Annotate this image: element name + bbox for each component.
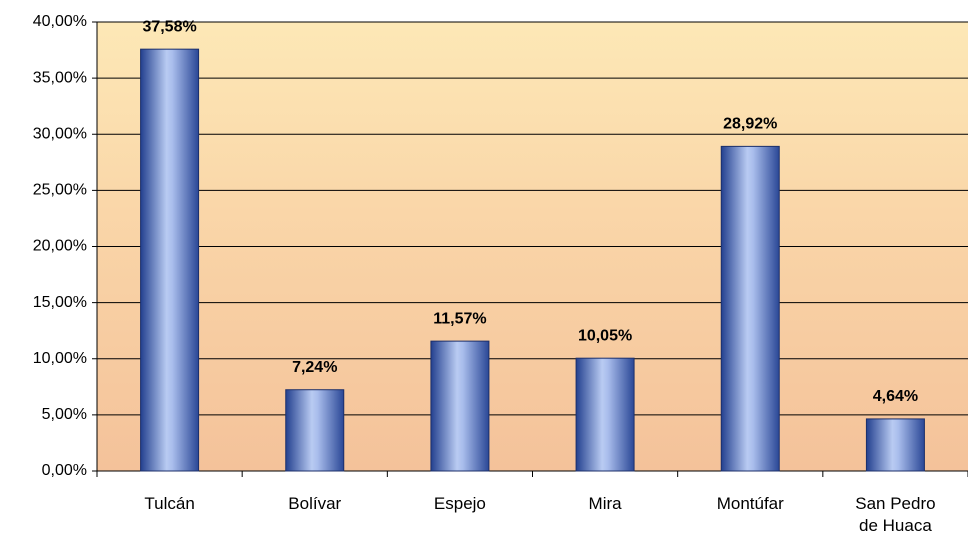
bar — [140, 48, 200, 472]
y-tick-label: 10,00% — [33, 350, 87, 367]
bar — [285, 389, 345, 472]
value-label: 11,57% — [433, 310, 486, 327]
value-label: 10,05% — [578, 327, 632, 344]
x-tick-label: Tulcán — [144, 494, 195, 513]
y-tick-label: 35,00% — [33, 69, 87, 86]
x-tick-label: Espejo — [433, 494, 486, 513]
bar — [430, 340, 490, 472]
y-tick-label: 40,00% — [33, 13, 87, 30]
y-tick-label: 5,00% — [42, 406, 87, 423]
x-tick-label: San Pedro de Huaca — [855, 494, 936, 535]
x-tick-label: Bolívar — [288, 494, 342, 513]
x-tick-label: Montúfar — [716, 494, 784, 513]
bar — [865, 418, 925, 472]
x-tick-label: Mira — [588, 494, 622, 513]
y-tick-label: 25,00% — [33, 182, 87, 199]
bar — [720, 145, 780, 472]
value-label: 4,64% — [873, 388, 918, 405]
y-tick-label: 30,00% — [33, 125, 87, 142]
y-tick-label: 15,00% — [33, 294, 87, 311]
value-label: 7,24% — [292, 359, 337, 376]
bar — [575, 357, 635, 472]
value-label: 37,58% — [142, 18, 196, 35]
y-tick-label: 0,00% — [42, 462, 87, 479]
value-label: 28,92% — [723, 116, 777, 133]
y-tick-label: 20,00% — [33, 238, 87, 255]
